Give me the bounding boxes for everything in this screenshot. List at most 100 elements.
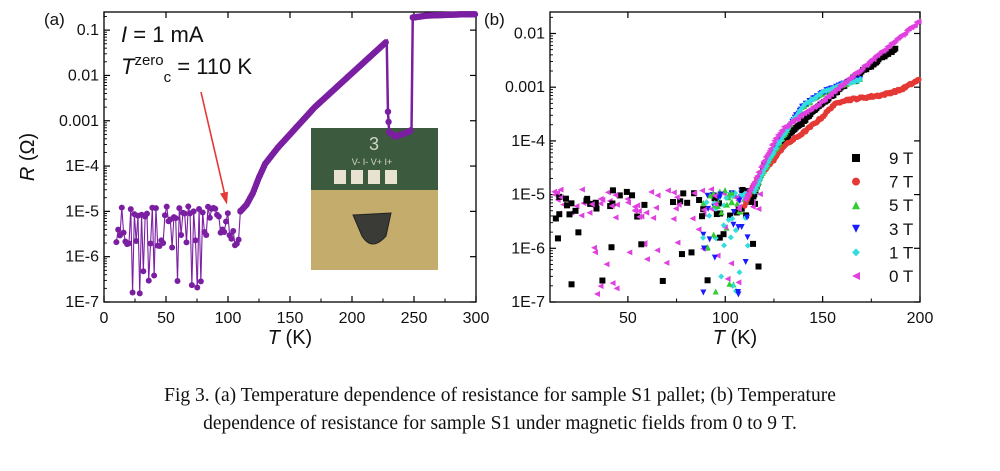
data-point <box>572 207 579 214</box>
noise-line <box>141 214 144 272</box>
data-point <box>382 39 389 46</box>
y-tick-label: 1E-5 <box>511 187 545 204</box>
data-point <box>385 118 392 126</box>
y-tick-label: 1E-4 <box>511 133 545 150</box>
x-tick-label: 300 <box>463 310 490 327</box>
noise-line <box>148 243 152 281</box>
inset-contact-pad <box>368 170 380 184</box>
data-point <box>799 105 805 111</box>
data-point <box>711 192 718 199</box>
figure-caption: Fig 3. (a) Temperature dependence of res… <box>0 382 1000 438</box>
data-point <box>763 163 770 169</box>
data-point <box>675 201 682 208</box>
data-point <box>688 249 695 256</box>
data-point <box>556 211 563 218</box>
data-point <box>773 135 780 141</box>
noise-line <box>178 208 182 235</box>
legend-marker <box>852 248 860 257</box>
series-9t <box>751 45 899 198</box>
data-point <box>672 205 679 212</box>
data-point <box>727 234 734 241</box>
data-point <box>752 186 759 192</box>
data-point <box>648 189 655 196</box>
data-point <box>654 192 661 199</box>
data-point <box>756 191 763 198</box>
noise-line <box>132 214 135 293</box>
x-tick-label: 200 <box>339 310 366 327</box>
data-point <box>566 211 573 218</box>
data-point <box>738 224 745 231</box>
data-point <box>597 195 604 202</box>
data-point <box>626 249 633 256</box>
data-point <box>641 201 648 208</box>
y-tick-label: 1E-6 <box>65 249 99 266</box>
figure: 0 50 100 150 200 250 300 0.1 0.01 0.001 1E-4 1E-5 1E… <box>17 10 933 349</box>
data-point <box>700 206 707 213</box>
data-point <box>757 176 764 182</box>
data-point <box>603 261 610 268</box>
legend-label: 1 T <box>889 243 913 262</box>
data-point <box>754 173 760 179</box>
data-point <box>779 126 786 133</box>
panel-a: 0 50 100 150 200 250 300 0.1 0.01 0.001 1E-4 1E-5 1E… <box>17 10 489 349</box>
noise-line <box>193 211 197 241</box>
data-point <box>384 108 392 115</box>
legend: 9 T 7 T 5 T 3 T 1 T 0 T <box>852 149 913 286</box>
data-point <box>471 11 479 18</box>
data-point <box>716 200 723 207</box>
annotation-current: I = 1 mA <box>121 22 204 47</box>
noise-line <box>169 219 173 248</box>
data-point <box>729 199 736 206</box>
data-point <box>652 204 659 211</box>
data-point <box>592 249 599 256</box>
data-point <box>758 162 765 169</box>
data-point <box>557 194 564 201</box>
data-point <box>664 187 671 194</box>
annotation-arrow <box>200 91 226 196</box>
y-tick-label: 1E-6 <box>511 240 545 257</box>
data-point <box>599 277 606 284</box>
legend-marker <box>852 154 860 162</box>
data-point <box>718 209 725 216</box>
data-point <box>624 196 631 203</box>
noise-line <box>121 207 125 233</box>
data-point <box>609 280 616 287</box>
data-point <box>689 215 696 222</box>
y-tick-label: 0.1 <box>77 22 99 39</box>
noise-line <box>198 208 202 282</box>
y-tick-label: 1E-5 <box>65 203 99 220</box>
data-point <box>695 226 702 233</box>
data-point <box>735 203 742 210</box>
data-point <box>554 189 561 196</box>
noise-line <box>189 213 193 286</box>
data-point <box>624 199 631 206</box>
data-point <box>736 197 743 204</box>
data-point <box>712 201 719 208</box>
data-point <box>726 280 733 287</box>
data-point <box>608 202 615 209</box>
data-point <box>915 19 922 25</box>
caption-line-2: dependence of resistance for sample S1 u… <box>203 413 797 434</box>
data-point <box>568 200 575 207</box>
noise-line <box>130 209 134 293</box>
data-point <box>684 199 691 206</box>
data-point <box>760 169 766 176</box>
data-point <box>650 214 657 221</box>
data-point <box>722 187 729 194</box>
y-tick-label: 1E-4 <box>65 158 99 175</box>
data-point <box>568 281 575 288</box>
data-point <box>735 291 742 298</box>
data-point <box>597 200 604 207</box>
y-tick-label: 0.01 <box>514 25 545 42</box>
data-point <box>892 45 899 52</box>
data-point <box>728 260 735 267</box>
data-point <box>612 192 619 199</box>
data-point <box>730 208 737 215</box>
caption-line-1: Fig 3. (a) Temperature dependence of res… <box>164 385 836 406</box>
noise-line <box>200 212 204 282</box>
data-point <box>578 212 585 219</box>
data-point <box>732 227 739 234</box>
data-point <box>583 197 590 204</box>
panel-b-label: (b) <box>484 10 505 29</box>
data-point <box>767 145 774 152</box>
